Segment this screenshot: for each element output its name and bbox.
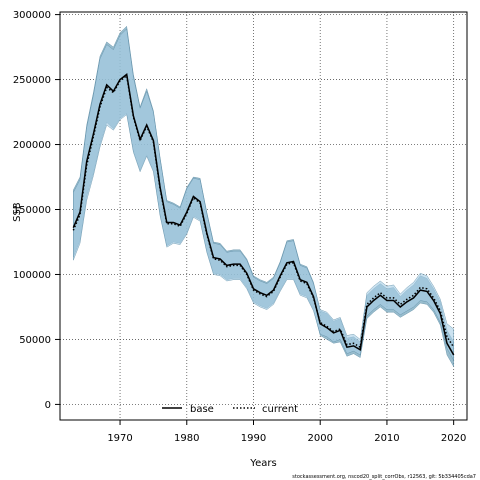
x-tick-label: 1980 (174, 433, 199, 444)
y-tick-label: 50000 (19, 335, 51, 346)
y-tick-label: 0 (45, 400, 51, 411)
y-tick-label: 250000 (13, 75, 51, 86)
x-axis-label: Years (249, 458, 276, 469)
footnote: stockassessment.org, nscod20_split_corrO… (292, 474, 476, 480)
y-axis-label: SSB (12, 202, 23, 222)
series-line-current (72, 74, 455, 349)
band-current (73, 28, 454, 361)
plot-frame (59, 11, 468, 421)
legend-label-current: current (262, 404, 298, 415)
y-tick-label: 150000 (13, 205, 51, 216)
confidence-bands (73, 25, 454, 368)
x-tick-label: 2000 (307, 433, 332, 444)
legend-label-base: base (190, 404, 214, 415)
y-tick-label: 100000 (13, 270, 51, 281)
y-tick-label: 200000 (13, 140, 51, 151)
x-tick-label: 1970 (107, 433, 132, 444)
y-axis: 0 50000 100000 150000 200000 250000 300000 (13, 10, 60, 411)
series-lines (72, 73, 455, 356)
x-tick-label: 1990 (241, 433, 266, 444)
x-tick-label: 2020 (441, 433, 466, 444)
x-tick-label: 2010 (374, 433, 399, 444)
y-tick-label: 300000 (13, 10, 51, 21)
series-line-base (72, 73, 455, 356)
grid-lines (60, 12, 467, 420)
x-axis: 1970 1980 1990 2000 2010 2020 (107, 420, 466, 444)
legend: base current (162, 404, 298, 415)
